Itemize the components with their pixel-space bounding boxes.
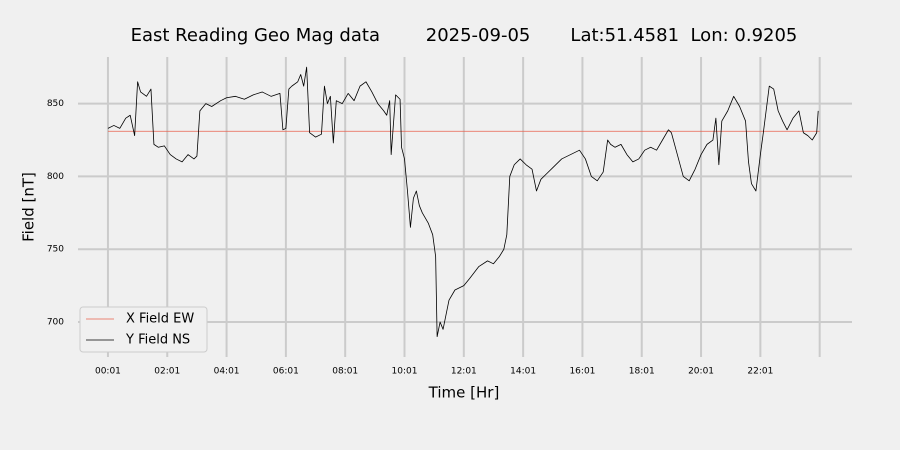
series-line bbox=[107, 66, 819, 338]
y-tick-label: 700 bbox=[47, 318, 64, 328]
x-tick-label: 20:01 bbox=[688, 367, 714, 377]
legend: X Field EW Y Field NS bbox=[79, 306, 208, 353]
x-tick-label: 00:01 bbox=[95, 367, 121, 377]
y-tick-label: 850 bbox=[47, 99, 64, 109]
x-tick-label: 18:01 bbox=[629, 367, 655, 377]
legend-label: X Field EW bbox=[126, 312, 194, 327]
plot-lines bbox=[107, 66, 820, 338]
y-axis-label: Field [nT] bbox=[20, 172, 38, 242]
x-tick-label: 06:01 bbox=[273, 367, 299, 377]
x-tick-label: 22:01 bbox=[747, 367, 773, 377]
legend-label: Y Field NS bbox=[125, 333, 190, 348]
grid: 00:01 02:01 04:01 06:01 08:01 10:01 12:01 14:01… bbox=[47, 57, 852, 377]
chart-title: East Reading Geo Mag data 2025-09-05 Lat… bbox=[131, 25, 798, 46]
y-tick-label: 800 bbox=[47, 172, 64, 182]
y-tick-label: 750 bbox=[47, 245, 64, 255]
x-tick-label: 12:01 bbox=[451, 367, 477, 377]
x-tick-label: 04:01 bbox=[214, 367, 240, 377]
x-tick-label: 08:01 bbox=[332, 367, 358, 377]
legend-box bbox=[79, 306, 208, 353]
x-tick-label: 02:01 bbox=[154, 367, 180, 377]
x-tick-label: 14:01 bbox=[510, 367, 536, 377]
x-axis-label: Time [Hr] bbox=[428, 384, 500, 402]
x-tick-label: 10:01 bbox=[392, 367, 418, 377]
x-tick-label: 16:01 bbox=[569, 367, 595, 377]
